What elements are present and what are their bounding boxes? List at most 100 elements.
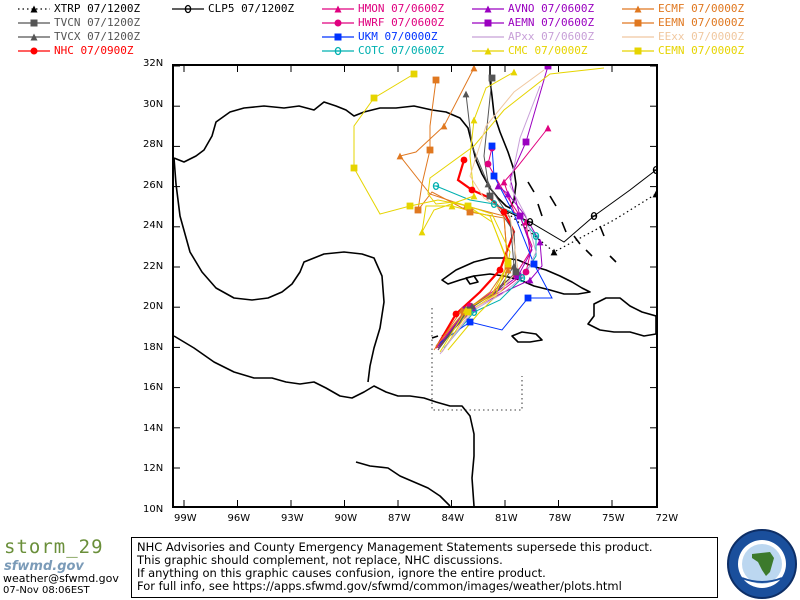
legend-label: TVCX 07/1200Z [54,30,141,43]
track-marker [526,276,534,284]
legend-label: APxx 07/0600Z [508,30,595,43]
track-marker [652,190,656,198]
track-marker [470,116,478,124]
disclaimer-line: For full info, see https://apps.sfwmd.go… [137,579,622,593]
model-track-line [441,69,545,353]
track-marker [544,124,552,132]
track-marker [396,152,404,160]
track-marker [500,208,508,216]
track-marker [410,70,418,78]
legend-swatch-icon [622,19,654,27]
track-marker [488,142,496,150]
track-marker [504,190,512,198]
longitude-label: 93W [281,513,304,524]
track-marker [466,318,474,326]
track-marker [590,211,598,221]
legend-swatch-icon [622,36,654,38]
latitude-label: 30N [143,98,164,110]
isle-of-youth [465,275,479,285]
track-marker [496,266,504,274]
track-marker [494,182,502,190]
latitude-label: 18N [143,341,164,353]
latitude-label: 14N [143,422,164,434]
track-marker [530,260,538,268]
hispaniola [587,297,656,337]
legend-label: UKM 07/0000Z [358,30,438,43]
coastlines [174,66,656,506]
legend-label: CLP5 07/1200Z [208,2,295,15]
track-marker [544,66,552,70]
legend-swatch-icon [172,4,204,14]
track-marker [486,192,494,200]
longitude-label: 81W [495,513,518,524]
track-marker [470,66,478,72]
latitude-label: 20N [143,301,164,312]
track-marker [550,248,558,256]
latitude-label: 32N [143,58,164,69]
jamaica [511,331,543,343]
legend-label: HMON 07/0600Z [358,2,445,15]
track-marker [452,310,460,318]
longitude-label: 72W [655,513,679,524]
track-marker [510,262,518,270]
track-marker [418,228,426,236]
storm-name: storm_29 [4,536,104,558]
legend-swatch-icon [18,33,50,41]
track-marker [460,156,468,164]
model-track-line [435,185,537,349]
track-marker [522,268,530,276]
track-marker [514,272,522,280]
latitude-label: 10N [143,503,164,515]
track-marker [370,94,378,102]
track-marker [526,217,534,227]
longitude-label: 75W [602,513,625,524]
legend-label: AEMN 07/0600Z [508,16,595,29]
legend-label: ECMF 07/0000Z [658,2,745,15]
longitude-label: 90W [334,513,358,524]
bahamas [527,181,617,263]
legend-label: EExx 07/0000Z [658,30,745,43]
longitude-label: 99W [174,513,197,524]
map-frame [172,64,658,508]
track-marker [652,165,656,175]
legend-label: CMC 07/0000Z [508,44,588,57]
track-marker [532,231,540,241]
legend-swatch-icon [322,33,354,41]
legend-swatch-icon [322,19,354,27]
track-marker [490,172,498,180]
latitude-label: 12N [143,463,164,474]
timestamp: 07-Nov 08:06EST [3,585,90,596]
track-marker [468,186,476,194]
model-track-line [427,67,605,351]
track-marker [504,258,512,266]
legend-label: TVCN 07/1200Z [54,16,141,29]
sfwmd-seal-icon [727,529,797,599]
model-track-line [439,85,541,355]
track-marker [414,206,422,214]
legend-label: COTC 07/0600Z [358,44,445,57]
legend-label: HWRF 07/0600Z [358,16,445,29]
legend-label: CEMN 07/0000Z [658,44,745,57]
legend-swatch-icon [472,36,504,38]
track-marker [500,178,508,186]
legend-swatch-icon [18,19,50,27]
track-marker [484,160,492,168]
track-marker [432,76,440,84]
track-marker [448,202,456,210]
track-marker [512,268,520,276]
track-marker [432,181,440,191]
model-track-line [421,71,515,353]
legend-swatch-icon [472,47,504,55]
track-marker [462,90,470,98]
track-marker [426,146,434,154]
longitude-label: 78W [548,513,572,524]
legend-swatch-icon [472,19,504,27]
legend-swatch-icon [18,5,50,13]
track-marker [516,212,524,220]
contact-email: weather@sfwmd.gov [3,572,119,585]
track-map [174,66,656,506]
model-track-line [503,193,656,253]
track-marker [488,74,496,82]
track-marker [484,180,492,188]
legend-label: AVNO 07/0600Z [508,2,595,15]
